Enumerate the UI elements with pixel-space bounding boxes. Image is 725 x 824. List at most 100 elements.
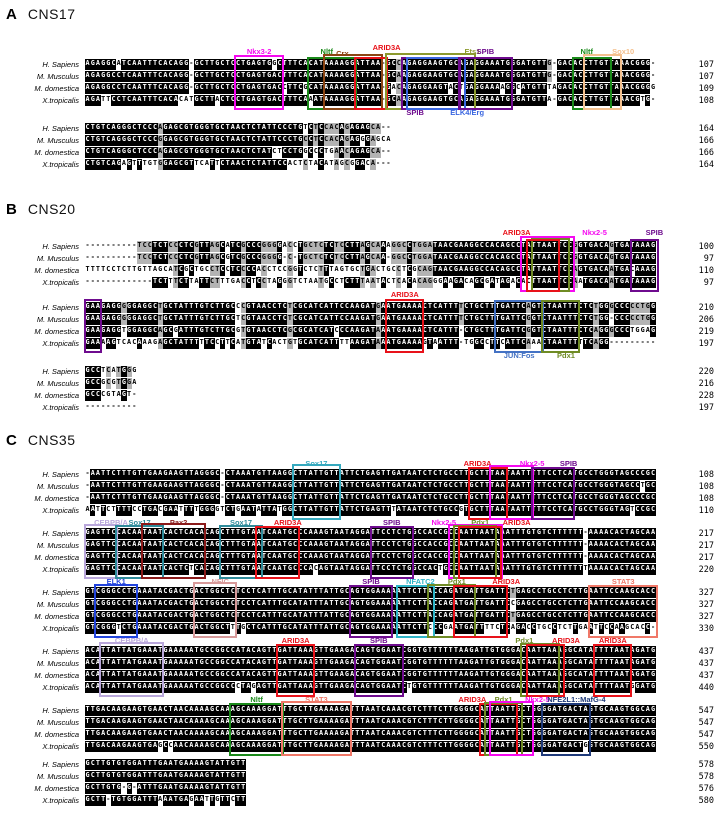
species-label: M. Musculus xyxy=(36,315,79,324)
tf-label-strip: Sox17 ARID3A Nkx2-5 SPIB xyxy=(85,458,725,469)
position-number: 97 xyxy=(703,278,714,288)
tf-label-strip: Nkx3-2 Nltf Crx ARID3A Ets1 SPIB Nltf Sox10 xyxy=(85,43,725,59)
position-number: 327 xyxy=(698,612,714,622)
sequence-row: ACATTATTATGAAATGAAAAATGCCGGCCCTAGAGTTGAT… xyxy=(85,682,657,694)
sequence-row: GTCGGGCCTGAAATACGACTGACTGGCTCTCCTCATTTGC… xyxy=(85,611,657,623)
position-number: 228 xyxy=(698,391,714,401)
position-number: 217 xyxy=(698,553,714,563)
tf-site-label: Nkx3-2 xyxy=(246,47,272,56)
sequence-row: ACATTATTATGAAATGAAAAATGCCGGCCATACAGTTGAT… xyxy=(85,646,657,658)
species-label: H. Sapiens xyxy=(42,470,79,479)
tf-site-label: Nltf xyxy=(320,47,334,56)
sequence-row: AATTCTTTTCCTGACGAATTTTGGGGTCTGAATATTATGG… xyxy=(85,505,657,517)
species-label: M. Musculus xyxy=(36,379,79,388)
position-number: 578 xyxy=(698,760,714,770)
alignment-block: ARID3A H. Sapiens 210 M. Musculus 206 M. dome… xyxy=(0,289,725,362)
position-number: 166 xyxy=(698,136,714,146)
position-number: 578 xyxy=(698,772,714,782)
tf-site-label: Nltf xyxy=(250,695,263,704)
alignment-block: H. Sapiens 164 M. Musculus 166 M. domestica 1… xyxy=(0,119,725,171)
panel-header: B CNS20 xyxy=(6,201,725,219)
tf-site-label: Crx xyxy=(336,49,349,58)
tf-site-label: Pdx1 xyxy=(447,577,466,586)
position-number: 216 xyxy=(698,379,714,389)
species-label: X.tropicalis xyxy=(42,506,79,515)
species-label: H. Sapiens xyxy=(42,647,79,656)
position-number: 220 xyxy=(698,367,714,377)
sequence-row: CTGTCAGGGCTCCCGGAGCGTGGGTGCTAACTCTATTCCC… xyxy=(85,135,392,147)
sequence-row: GAGTTCCACAATAATCACTCACACAGCTTTGTAATCAATG… xyxy=(85,528,657,540)
position-number: 197 xyxy=(698,339,714,349)
position-number: 166 xyxy=(698,148,714,158)
species-label: X.tropicalis xyxy=(42,403,79,412)
panel-title: CNS20 xyxy=(27,201,76,217)
position-number: 107 xyxy=(698,60,714,70)
sequence-row: GTCGGGCCTGAAATACGACTGACTGGCTCTCCTCATTTGC… xyxy=(85,587,657,599)
sequence-row: ----------TCCTCTCCCTCGTTAGCATCGCCCGGGGAC… xyxy=(85,241,657,253)
species-label: X.tropicalis xyxy=(42,339,79,348)
tf-site-label: Sox10 xyxy=(612,47,635,56)
sequence-row: -------------TCTTTCTTATTCTTTGACCTCCTAGGG… xyxy=(85,277,657,289)
position-number: 576 xyxy=(698,784,714,794)
position-number: 547 xyxy=(698,730,714,740)
species-label: M. domestica xyxy=(34,730,79,739)
species-label: M. domestica xyxy=(34,148,79,157)
tf-site-label: ARID3A xyxy=(552,636,580,645)
tf-site-label: Pdx1 xyxy=(494,695,513,704)
tf-site-label: Sox17 xyxy=(305,459,328,468)
species-label: H. Sapiens xyxy=(42,242,79,251)
sequence-row: AGAGGCCTCAATTTCACAGG-GCTTGCTCCTGAGTGACCT… xyxy=(85,83,657,95)
position-number: 217 xyxy=(698,529,714,539)
sequence-row: CTGTCAGGGCTCCCAGAGCGTGGGTGCTAACTCTATCTCC… xyxy=(85,147,392,159)
tf-site-label: NFATC2 xyxy=(406,577,435,586)
panel-letter: A xyxy=(6,6,17,23)
species-label: H. Sapiens xyxy=(42,124,79,133)
species-label: M. Musculus xyxy=(36,600,79,609)
position-number: 206 xyxy=(698,315,714,325)
alignment-block: Nltf STAT3 ARID3A Pdx1 Nkx2-5 NFE2L1::MafG-4 H… xyxy=(0,694,725,756)
position-number: 210 xyxy=(698,303,714,313)
alignment-block: Nkx2-5 ARID3A SPIB H. Sapiens 100 M. Musculus… xyxy=(0,227,725,292)
sequence-row: TTTTCCTCTTGTTAGCATCGCTGCCTCCTCCCCACCTCCG… xyxy=(85,265,657,277)
position-number: 440 xyxy=(698,683,714,693)
sequence-row: TTGACAAGAAGTGAACTAACAAAAGCAAAGCAAAGGATTT… xyxy=(85,729,657,741)
sequence-row: TTGACAAGAAGTGAACTAACAAAAGCAAAGCAAAGGATTT… xyxy=(85,705,657,717)
sequence-row: GCTTGTGTGGATTTGAATGAAAAGTATTGTT xyxy=(85,759,246,771)
tf-site-label: SPIB xyxy=(383,518,401,527)
alignment-block: H. Sapiens 578 M. Musculus 578 M. domestica 5… xyxy=(0,753,725,807)
tf-site-label: Nltf xyxy=(580,47,594,56)
species-label: H. Sapiens xyxy=(42,706,79,715)
tf-site-label: Nkx2-5 xyxy=(519,459,545,468)
tf-site-label: Nkx2-5 xyxy=(525,695,550,704)
species-label: X.tropicalis xyxy=(42,278,79,287)
sequence-row: AGAGGCCTCAATTTCACAGG-GCTTGCTCCTGAGTGACTT… xyxy=(85,71,657,83)
sequence-row: TTGACAAGAAGTGAGCCAACAAAAGCAAAGCAAAGGATTT… xyxy=(85,741,657,753)
tf-site-label: ARID3A xyxy=(372,43,401,52)
position-number: 109 xyxy=(698,84,714,94)
panel-letter: C xyxy=(6,432,17,449)
tf-site-label: ARID3A xyxy=(502,228,531,237)
tf-site-label: SPIB xyxy=(370,636,388,645)
tf-site-label: Pax2 xyxy=(169,518,188,527)
sequence-row: ACATTATTATGAAATGAAAAATGCCGGCCATACAGTTGAT… xyxy=(85,670,657,682)
species-label: M. Musculus xyxy=(36,72,79,81)
position-number: 108 xyxy=(698,470,714,480)
position-number: 547 xyxy=(698,718,714,728)
species-label: X.tropicalis xyxy=(42,565,79,574)
position-number: 110 xyxy=(698,506,714,516)
alignment-block: Nkx3-2 Nltf Crx ARID3A Ets1 SPIB Nltf Sox10 H. S… xyxy=(0,43,725,119)
species-label: M. domestica xyxy=(34,84,79,93)
sequence-row: GCTTGTG-G-ATTTGAATGAAAAGTATTGTT xyxy=(85,783,246,795)
species-label: H. Sapiens xyxy=(42,60,79,69)
sequence-row: CTGTCAGAGTTTGTGGAGCGTTCATTCTAACTCTATTCCA… xyxy=(85,159,392,171)
position-number: 437 xyxy=(698,659,714,669)
position-number: 219 xyxy=(698,327,714,337)
tf-site-label: Pdx1 xyxy=(515,636,534,645)
position-number: 108 xyxy=(698,482,714,492)
position-number: 547 xyxy=(698,706,714,716)
species-label: X.tropicalis xyxy=(42,96,79,105)
species-label: M. domestica xyxy=(34,553,79,562)
sequence-row: ACATTATTATGAAATGAAAAATGCCGGCCATACAGTTGAT… xyxy=(85,658,657,670)
tf-site-label: Pdx1 xyxy=(471,518,490,527)
position-number: 217 xyxy=(698,541,714,551)
